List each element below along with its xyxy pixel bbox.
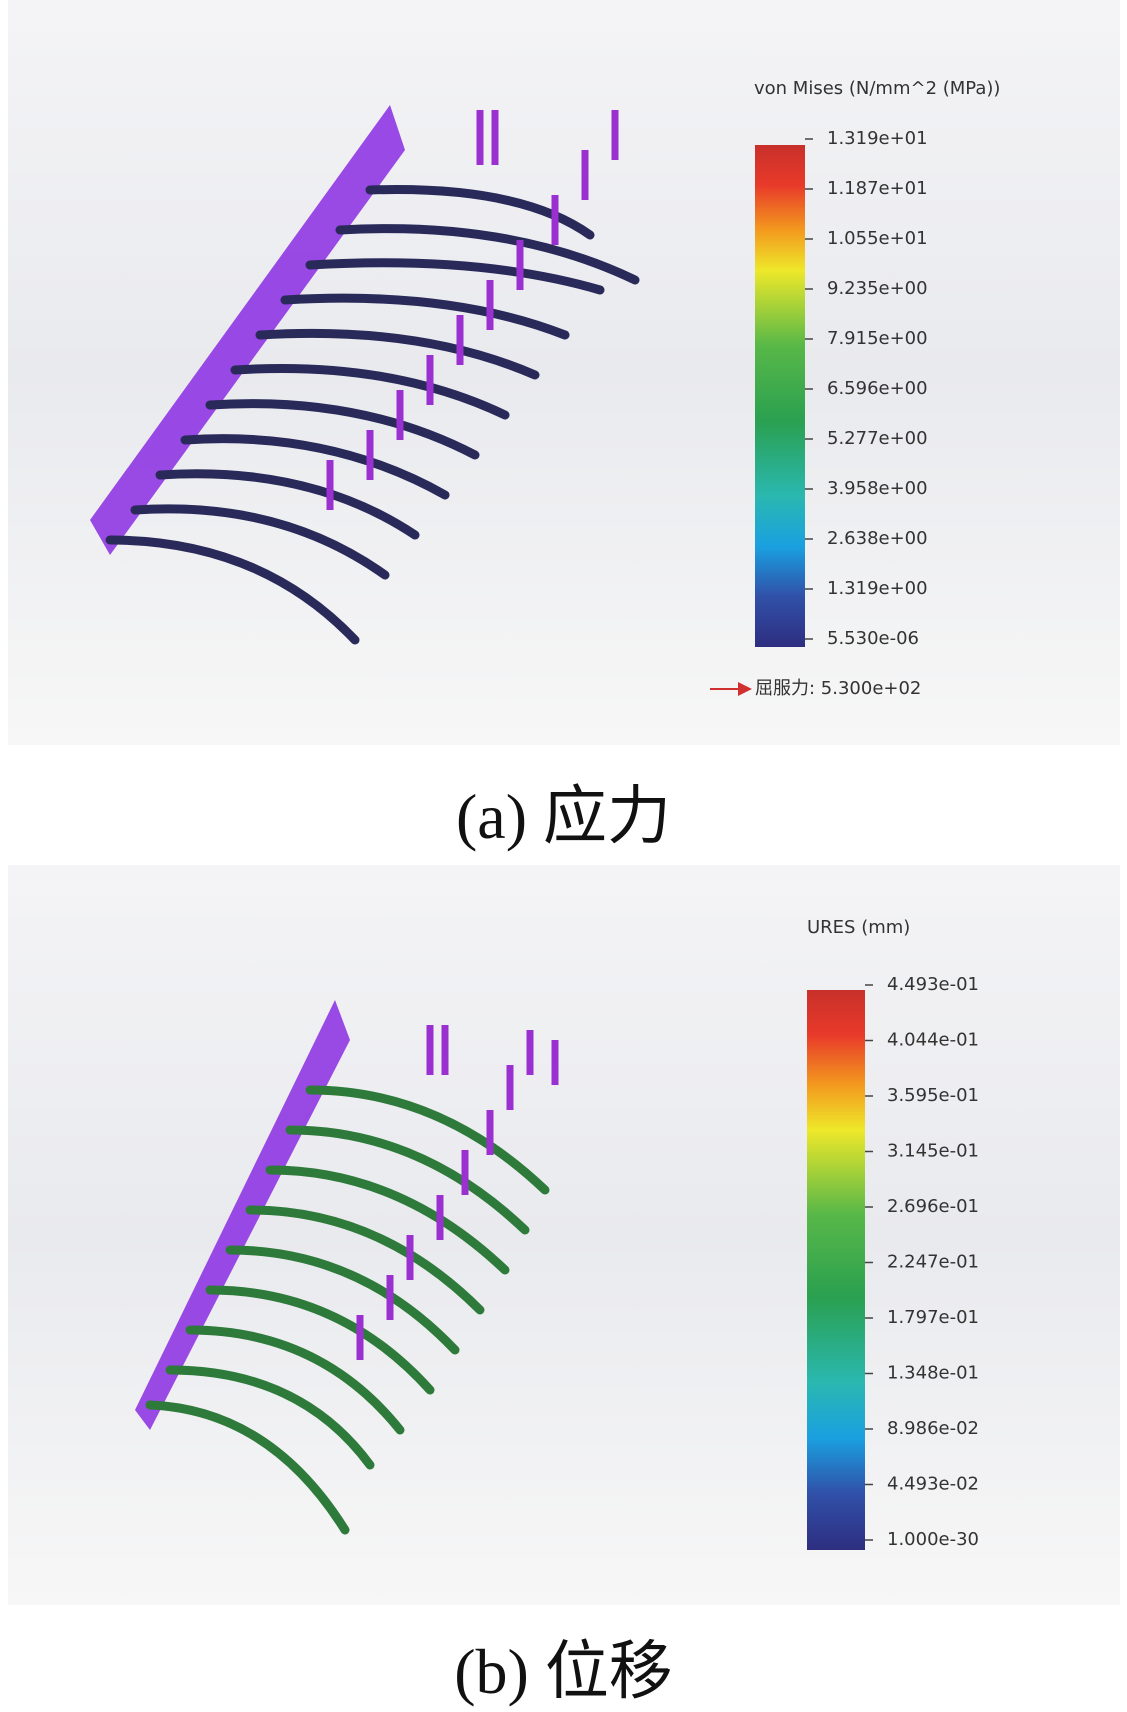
tick-label: 8.986e-02 (887, 1418, 979, 1439)
caption: (a) 应力 (455, 781, 672, 852)
yield-note: 屈服力: 5.300e+02 (755, 678, 921, 699)
tick-label: 1.055e+01 (827, 228, 928, 249)
tick-label: 4.493e-01 (887, 974, 979, 995)
tick-label: 1.797e-01 (887, 1307, 979, 1328)
legend-title: URES (mm) (807, 917, 910, 938)
model-a (90, 105, 640, 645)
colorbar (755, 145, 805, 647)
panel-a-background (8, 0, 1120, 745)
tick-label: 5.277e+00 (827, 428, 928, 449)
tick-label: 1.319e+00 (827, 578, 928, 599)
colorbar (807, 990, 865, 1550)
tick-label: 4.493e-02 (887, 1474, 979, 1495)
tick-label: 3.958e+00 (827, 478, 928, 499)
legend-title: von Mises (N/mm^2 (MPa)) (754, 78, 1000, 99)
yield-arrow-head (738, 682, 752, 696)
tick-label: 2.247e-01 (887, 1252, 979, 1273)
tick-label: 9.235e+00 (827, 278, 928, 299)
tick-label: 6.596e+00 (827, 378, 928, 399)
tick-label: 2.696e-01 (887, 1196, 979, 1217)
model-b (135, 1000, 559, 1535)
tick-label: 4.044e-01 (887, 1030, 979, 1051)
tick-label: 3.595e-01 (887, 1085, 979, 1106)
tick-label: 1.319e+01 (827, 128, 928, 149)
tick-label: 1.187e+01 (827, 178, 928, 199)
tick-label: 7.915e+00 (827, 328, 928, 349)
caption: (b) 位移 (454, 1636, 673, 1707)
tick-label: 2.638e+00 (827, 528, 928, 549)
tick-label: 3.145e-01 (887, 1141, 979, 1162)
panel-b-background (8, 865, 1120, 1605)
tick-label: 1.000e-30 (887, 1529, 979, 1550)
tick-label: 5.530e-06 (827, 628, 919, 649)
tick-label: 1.348e-01 (887, 1363, 979, 1384)
